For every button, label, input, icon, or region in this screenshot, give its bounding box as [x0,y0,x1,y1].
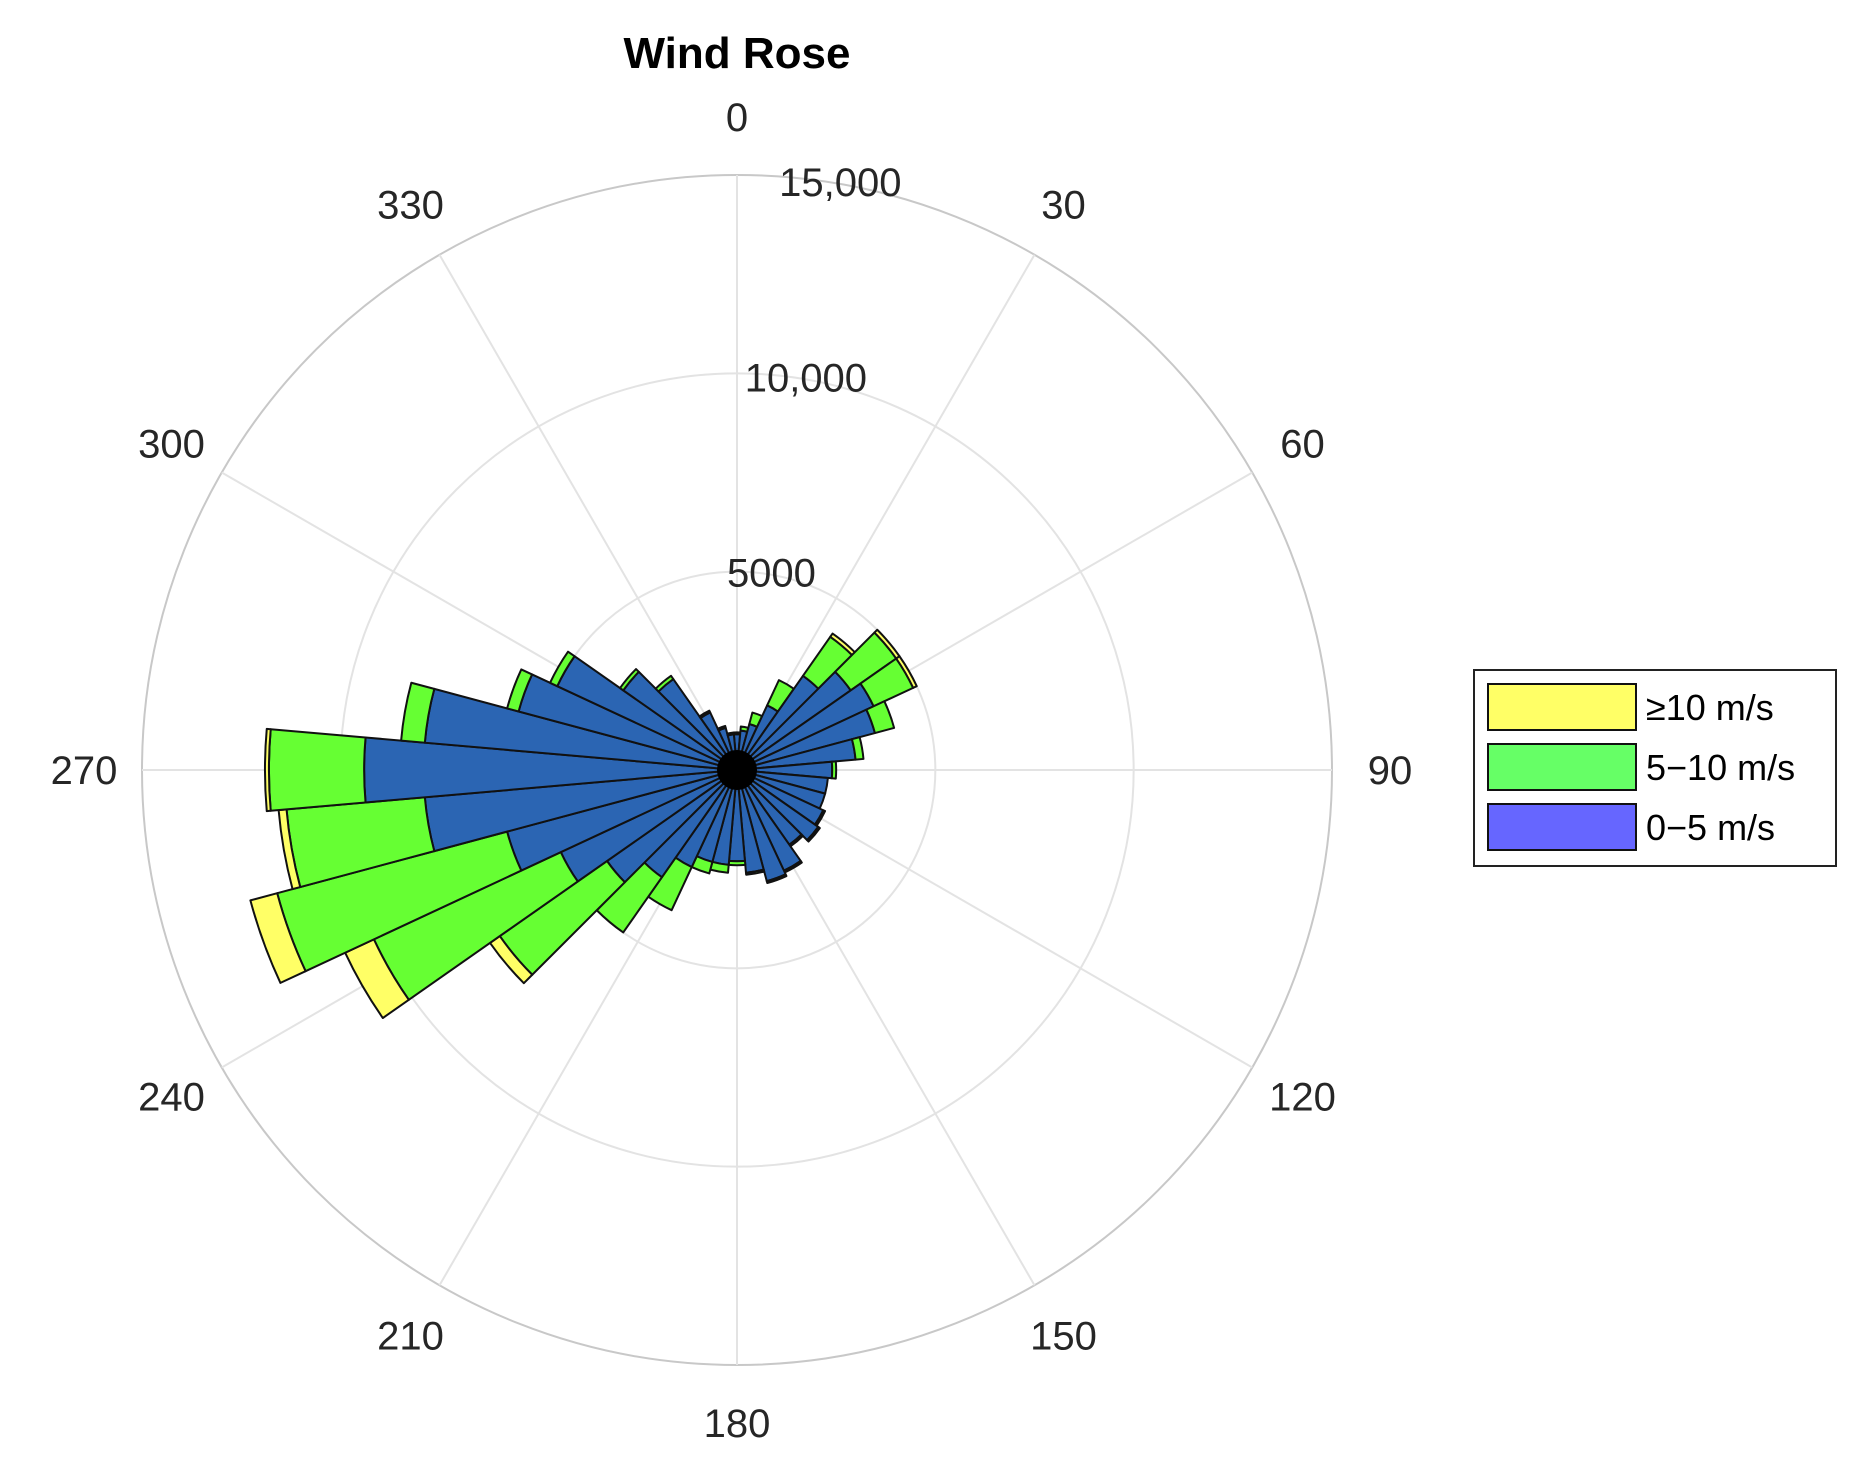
radial-tick-label: 5000 [727,552,816,596]
wind-bar-segment [727,859,747,867]
angle-tick-label: 60 [1280,423,1325,467]
wind-bars [249,628,918,1019]
wind-bar-segment [698,709,712,720]
legend-swatch [1487,683,1637,731]
legend-label: 0−5 m/s [1646,807,1775,848]
wind-bar-segment [549,650,576,688]
wind-bar-segment [619,668,640,692]
angle-tick-label: 270 [51,749,118,793]
wind-bar-segment [895,655,918,689]
center-hub [717,750,757,790]
wind-bar-segment [264,727,272,813]
legend: ≥10 m/s 5−10 m/s 0−5 m/s [1473,669,1837,867]
wind-bar-segment [709,860,730,874]
wind-bar-segment [716,724,727,732]
grid-spoke [736,769,1253,1069]
angle-tick-label: 330 [377,183,444,227]
radial-tick-label: 10,000 [745,356,867,400]
wind-bar-segment [268,728,367,812]
wind-bar-segment [850,736,865,761]
legend-swatch [1487,803,1637,851]
angle-tick-label: 90 [1368,749,1413,793]
wind-bar-segment [765,873,788,885]
wind-bar-segment [865,700,896,735]
angle-tick-labels: 0 30 60 90 120 150 180 210 240 270 300 330 [51,96,1413,1446]
legend-swatch [1487,743,1637,791]
angle-tick-label: 150 [1030,1315,1097,1359]
angle-tick-label: 0 [726,96,748,140]
angle-tick-label: 240 [138,1076,205,1120]
legend-label: 5−10 m/s [1646,747,1795,788]
wind-bar-segment [400,681,436,744]
chart-title: Wind Rose [624,29,851,78]
radial-tick-label: 15,000 [779,161,901,205]
wind-bar-segment [744,868,766,876]
angle-tick-label: 120 [1269,1076,1336,1120]
radial-tick-labels: 5000 10,000 15,000 [727,161,902,596]
wind-bar-segment [654,674,675,693]
wind-bar-segment [830,760,838,780]
angle-tick-label: 180 [704,1402,771,1446]
wind-bar-segment [249,892,307,984]
wind-bar-segment [726,731,735,737]
wind-bar-segment [506,668,534,713]
angle-tick-label: 210 [377,1315,444,1359]
angle-tick-label: 30 [1041,183,1086,227]
grid-spoke [438,254,738,771]
angle-tick-label: 300 [138,423,205,467]
wind-bar-segment [806,825,821,843]
legend-label: ≥10 m/s [1646,687,1774,728]
